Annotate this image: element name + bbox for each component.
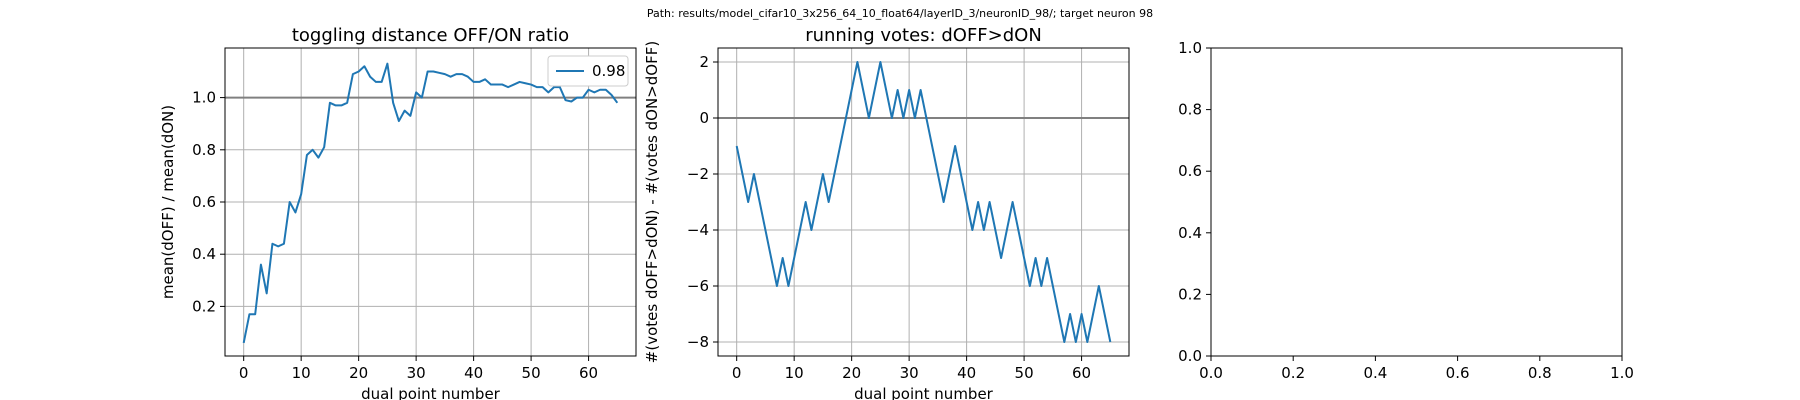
x-tick-label: 20 (842, 364, 861, 382)
plot-frame (1210, 47, 1623, 357)
x-tick-label: 50 (522, 364, 541, 382)
x-tick-label: 20 (349, 364, 368, 382)
x-tick-label: 10 (292, 364, 311, 382)
series-line (735, 61, 1112, 343)
y-tick-label: −2 (687, 165, 709, 183)
x-tick-label: 60 (1072, 364, 1091, 382)
y-tick-label: 0.0 (1178, 347, 1202, 365)
chart-title: toggling distance OFF/ON ratio (292, 25, 569, 46)
series-line (242, 62, 619, 344)
x-axis-label: dual point number (361, 385, 501, 400)
y-axis-label: mean(dOFF) / mean(dON) (159, 105, 177, 299)
y-tick-label: −4 (687, 221, 709, 239)
y-tick-label: −6 (687, 277, 709, 295)
y-tick-label: 0.8 (1178, 101, 1202, 119)
ratio-chart-panel: 0 10 20 30 40 50 60 0.2 0.4 0.6 0.8 1.0 toggling dis… (159, 25, 637, 400)
x-tick-label: 40 (957, 364, 976, 382)
y-tick-label: 0.4 (192, 245, 216, 263)
votes-chart-panel: 0 10 20 30 40 50 60 −8 −6 −4 −2 0 2 running votes: dO… (643, 25, 1130, 400)
x-tick-label: 0 (239, 364, 249, 382)
empty-chart-panel: 0.0 0.2 0.4 0.6 0.8 1.0 0.0 0.2 0.4 0.6 0.8 1.0 (1178, 39, 1634, 382)
x-tick-label: 30 (900, 364, 919, 382)
plot-frame (717, 47, 1130, 357)
x-tick-label: 50 (1015, 364, 1034, 382)
x-tick-label: 10 (785, 364, 804, 382)
legend-entry: 0.98 (592, 62, 625, 80)
y-tick-label: 1.0 (1178, 39, 1202, 57)
y-tick-label: 0.4 (1178, 224, 1202, 242)
y-tick-label: 0.6 (192, 193, 216, 211)
x-tick-label: 40 (464, 364, 483, 382)
x-tick-label: 60 (579, 364, 598, 382)
y-tick-label: 2 (699, 53, 709, 71)
x-tick-label: 0.0 (1199, 364, 1223, 382)
x-axis-label: dual point number (854, 385, 994, 400)
y-tick-label: 1.0 (192, 89, 216, 107)
y-tick-label: 0 (699, 109, 709, 127)
x-tick-label: 0 (732, 364, 742, 382)
legend-box (547, 55, 629, 87)
x-tick-label: 1.0 (1610, 364, 1634, 382)
y-tick-label: 0.2 (1178, 285, 1202, 303)
y-tick-label: −8 (687, 333, 709, 351)
legend: 0.98 (547, 55, 629, 87)
y-tick-label: 0.8 (192, 141, 216, 159)
y-tick-label: 0.2 (192, 297, 216, 315)
chart-title: running votes: dOFF>dON (805, 25, 1042, 46)
y-axis-label: #(votes dOFF>dON) - #(votes dON>dOFF) (643, 41, 661, 363)
y-tick-label: 0.6 (1178, 162, 1202, 180)
figure-suptitle: Path: results/model_cifar10_3x256_64_10_… (647, 7, 1153, 20)
x-tick-label: 0.4 (1363, 364, 1387, 382)
x-tick-label: 0.8 (1528, 364, 1552, 382)
x-tick-label: 0.2 (1281, 364, 1305, 382)
x-tick-label: 30 (407, 364, 426, 382)
x-tick-label: 0.6 (1446, 364, 1470, 382)
